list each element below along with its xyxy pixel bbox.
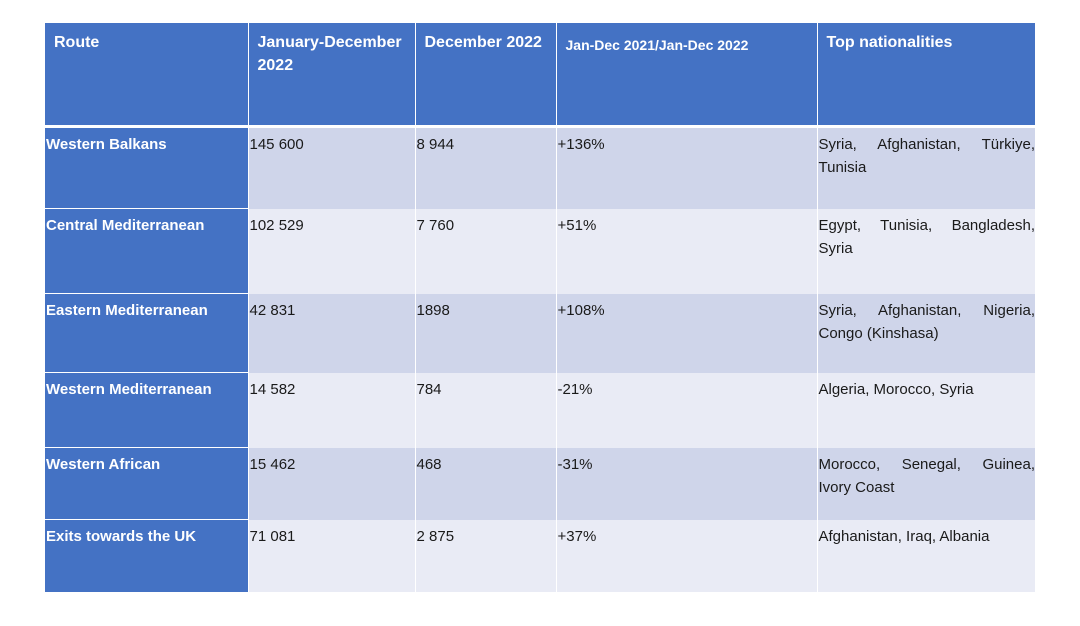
row-change: +108%: [556, 293, 818, 373]
row-nationalities: Afghanistan, Iraq, Albania: [817, 519, 1035, 592]
row-december: 2 875: [415, 519, 557, 592]
header-december-2022: December 2022: [415, 23, 557, 128]
row-change: -31%: [556, 447, 818, 520]
row-nationalities: Algeria, Morocco, Syria: [817, 372, 1035, 448]
row-jan-dec: 145 600: [248, 126, 416, 209]
row-route: Western Mediterranean: [45, 372, 249, 448]
row-december: 468: [415, 447, 557, 520]
header-change: Jan-Dec 2021/Jan-Dec 2022: [556, 23, 818, 128]
row-route: Central Mediterranean: [45, 208, 249, 294]
row-change: +136%: [556, 126, 818, 209]
header-top-nationalities: Top nationalities: [817, 23, 1035, 128]
table-row: Central Mediterranean 102 529 7 760 +51%…: [45, 208, 1035, 294]
row-jan-dec: 14 582: [248, 372, 416, 448]
header-row: Route January-December 2022 December 202…: [45, 23, 1035, 128]
table-row: Western Mediterranean 14 582 784 -21% Al…: [45, 372, 1035, 448]
table-row: Western Balkans 145 600 8 944 +136% Syri…: [45, 126, 1035, 209]
row-jan-dec: 42 831: [248, 293, 416, 373]
row-route: Western African: [45, 447, 249, 520]
header-jan-dec-2022: January-December 2022: [248, 23, 416, 128]
row-route: Western Balkans: [45, 126, 249, 209]
row-jan-dec: 71 081: [248, 519, 416, 592]
row-nationalities: Syria, Afghanistan, Türkiye, Tunisia: [817, 126, 1035, 209]
row-december: 8 944: [415, 126, 557, 209]
row-jan-dec: 102 529: [248, 208, 416, 294]
row-nationalities: Syria, Afghanistan, Nigeria, Congo (Kins…: [817, 293, 1035, 373]
row-december: 1898: [415, 293, 557, 373]
row-change: -21%: [556, 372, 818, 448]
row-route: Eastern Mediterranean: [45, 293, 249, 373]
table-header: Route January-December 2022 December 202…: [45, 23, 1035, 128]
table-row: Exits towards the UK 71 081 2 875 +37% A…: [45, 519, 1035, 592]
header-route: Route: [45, 23, 249, 128]
row-december: 784: [415, 372, 557, 448]
migration-routes-table: Route January-December 2022 December 202…: [45, 23, 1035, 592]
row-jan-dec: 15 462: [248, 447, 416, 520]
row-change: +51%: [556, 208, 818, 294]
table-row: Eastern Mediterranean 42 831 1898 +108% …: [45, 293, 1035, 373]
row-change: +37%: [556, 519, 818, 592]
table-body: Western Balkans 145 600 8 944 +136% Syri…: [45, 126, 1035, 592]
row-route: Exits towards the UK: [45, 519, 249, 592]
row-december: 7 760: [415, 208, 557, 294]
table-row: Western African 15 462 468 -31% Morocco,…: [45, 447, 1035, 520]
row-nationalities: Morocco, Senegal, Guinea, Ivory Coast: [817, 447, 1035, 520]
row-nationalities: Egypt, Tunisia, Bangladesh, Syria: [817, 208, 1035, 294]
